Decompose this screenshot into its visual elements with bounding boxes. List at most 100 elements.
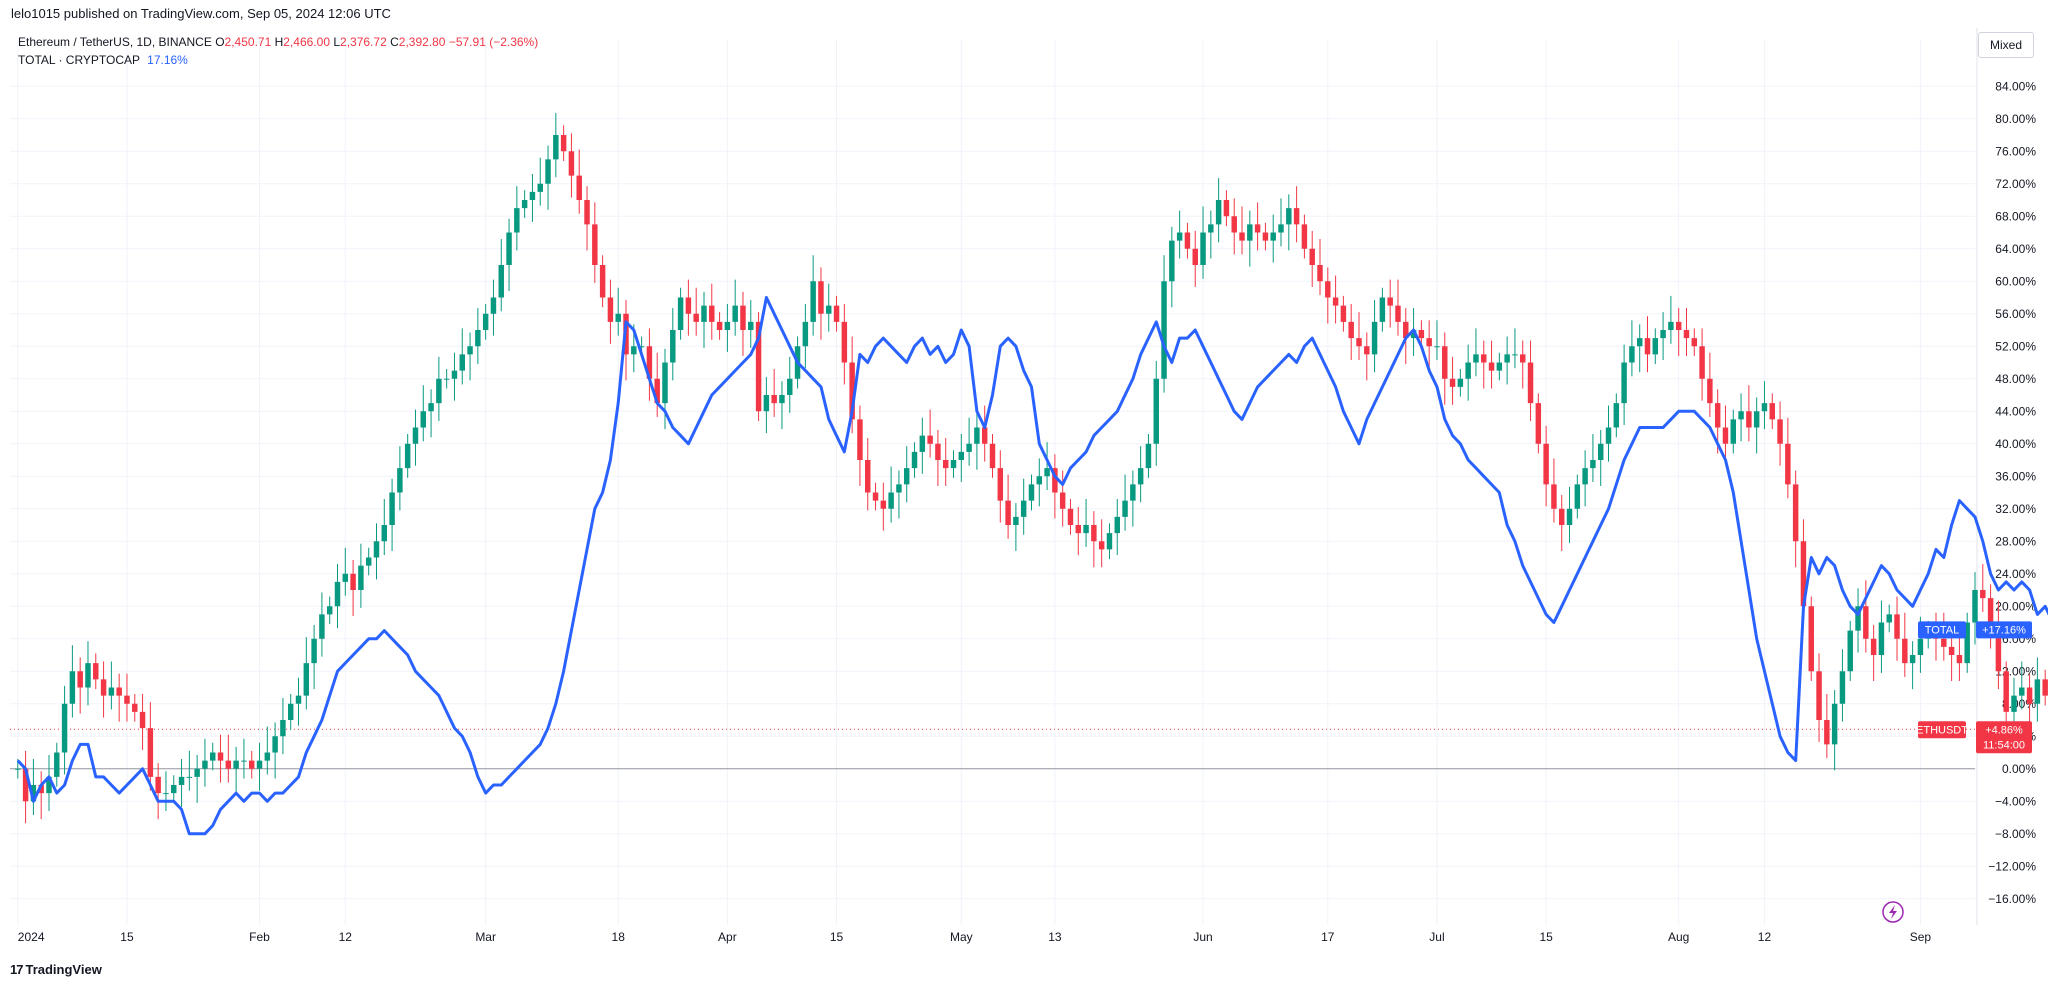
candle — [397, 446, 403, 511]
candle — [155, 763, 161, 820]
candle-body — [1644, 338, 1651, 355]
candle-body — [709, 305, 715, 322]
candle — [646, 328, 653, 401]
candle-body — [2011, 695, 2017, 712]
candle — [1902, 612, 1908, 677]
candle-body — [1075, 525, 1082, 534]
candle-body — [1629, 346, 1635, 363]
candle — [584, 186, 590, 251]
candle — [1707, 352, 1713, 417]
candle-body — [677, 297, 684, 330]
candle-body — [1870, 638, 1877, 655]
candle — [1293, 186, 1300, 243]
candle-body — [981, 427, 988, 444]
candle — [1286, 194, 1292, 251]
candle-body — [38, 785, 44, 794]
candle-body — [404, 443, 411, 469]
candle — [615, 287, 621, 336]
candle-body — [1442, 346, 1448, 379]
candle — [490, 279, 497, 336]
candle — [981, 405, 988, 462]
candle-body — [693, 313, 699, 322]
candle-body — [1403, 321, 1409, 339]
x-tick-label: Mar — [475, 930, 496, 944]
candle — [272, 722, 278, 779]
candle — [1075, 507, 1082, 556]
candle — [1208, 210, 1214, 259]
low-label: L — [333, 35, 341, 49]
candle-body — [1785, 443, 1791, 485]
candle — [592, 202, 598, 283]
candle-body — [1909, 655, 1916, 664]
candle-body — [1286, 208, 1292, 225]
candle-body — [155, 776, 161, 794]
candle — [709, 283, 715, 340]
candle-body — [631, 346, 637, 355]
candle-body — [116, 687, 122, 696]
main-symbol[interactable]: Ethereum / TetherUS, 1D, BINANCE — [18, 35, 212, 49]
candle — [1956, 633, 1963, 681]
candle-body — [1761, 403, 1768, 412]
scale-mode-button[interactable]: Mixed — [1978, 32, 2034, 58]
candle — [1644, 316, 1651, 373]
candle — [997, 450, 1004, 523]
compare-symbol[interactable]: TOTAL · CRYPTOCAP — [18, 53, 140, 67]
tradingview-brand: TradingView — [25, 962, 102, 977]
change-value: −57.91 (−2.36%) — [448, 35, 539, 49]
candle — [1317, 239, 1323, 296]
main-series-legend[interactable]: Ethereum / TetherUS, 1D, BINANCE O2,450.… — [18, 35, 538, 49]
y-tick-label: 52.00% — [1995, 339, 2036, 353]
candle-body — [1231, 216, 1237, 233]
y-tick-label: 32.00% — [1995, 502, 2036, 516]
candle — [475, 308, 481, 365]
candle — [599, 255, 606, 308]
compare-series-legend[interactable]: TOTAL · CRYPTOCAP 17.16% — [18, 53, 188, 67]
high-value: 2,466.00 — [283, 35, 330, 49]
candle-body — [576, 175, 582, 200]
candle — [514, 186, 520, 251]
candle — [826, 283, 832, 332]
candle — [576, 149, 582, 214]
candle-body — [1738, 411, 1744, 420]
y-tick-label: 72.00% — [1995, 177, 2036, 191]
candle — [61, 685, 68, 775]
candle-body — [459, 354, 465, 371]
tradingview-logo[interactable]: 17 TradingView — [10, 962, 102, 977]
candle-body — [1161, 281, 1167, 379]
candle-body — [514, 208, 520, 233]
candle — [1239, 206, 1245, 255]
candle-body — [787, 378, 793, 395]
candle — [1442, 332, 1448, 405]
candle — [1301, 214, 1308, 259]
x-tick-label: Jul — [1429, 930, 1444, 944]
candle-body — [233, 760, 239, 769]
candle-body — [607, 297, 614, 322]
candle-body — [584, 200, 590, 225]
candle-body — [568, 151, 575, 176]
candle — [521, 190, 528, 218]
candle — [1894, 596, 1900, 661]
candle-body — [1621, 362, 1627, 404]
candle — [436, 356, 442, 421]
candle — [178, 759, 185, 807]
candle-body — [911, 451, 918, 469]
candle-body — [1816, 671, 1822, 720]
candle-body — [826, 305, 832, 314]
high-label: H — [274, 35, 284, 49]
y-tick-label: −8.00% — [1995, 827, 2036, 841]
x-tick-label: 13 — [1048, 930, 1062, 944]
total-name: TOTAL — [1925, 624, 1959, 636]
candle-body — [241, 760, 247, 762]
y-tick-label: −12.00% — [1988, 859, 2036, 873]
candle-body — [1683, 330, 1690, 339]
candle — [1808, 596, 1814, 681]
candle — [1972, 572, 1978, 645]
candle-body — [1036, 476, 1043, 485]
candle — [1909, 641, 1916, 690]
candle-body — [124, 695, 130, 704]
candle — [1683, 308, 1690, 356]
candle-body — [2003, 671, 2009, 712]
candle — [818, 267, 824, 340]
candle-body — [490, 297, 497, 314]
